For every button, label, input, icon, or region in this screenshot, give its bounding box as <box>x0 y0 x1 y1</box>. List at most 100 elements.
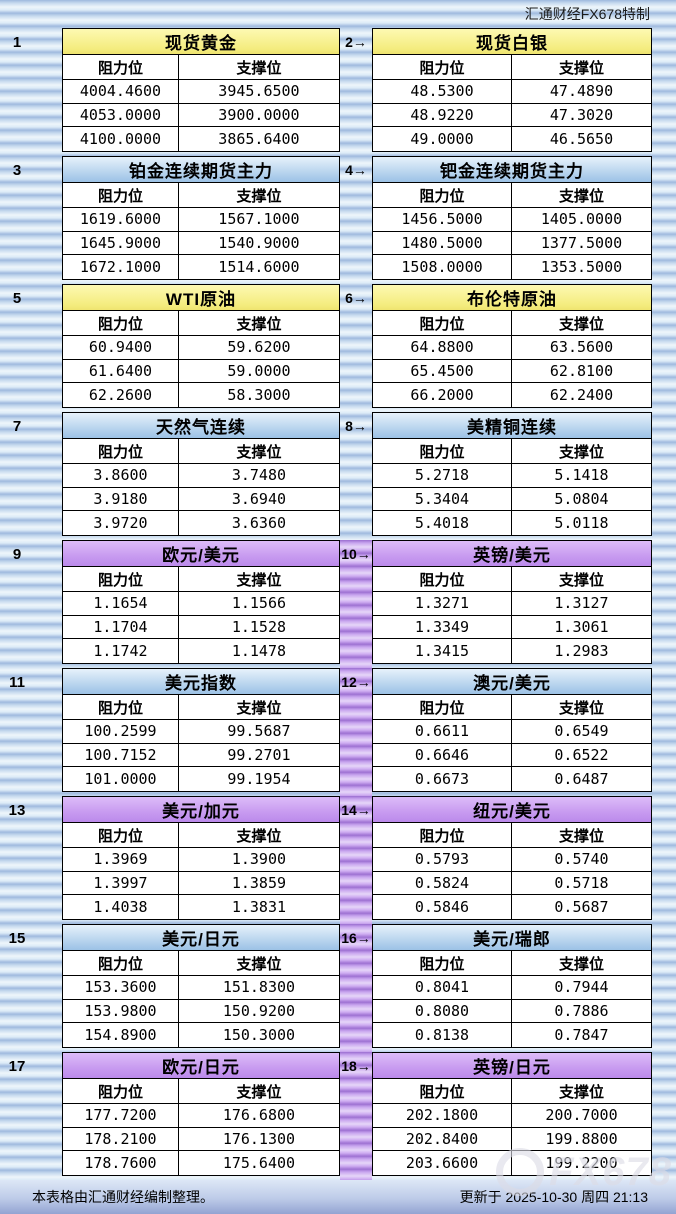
instrument-title: 欧元/美元 <box>63 541 339 567</box>
resistance-value: 0.8138 <box>373 1023 512 1047</box>
middle-strip: 10→ <box>340 540 372 668</box>
resistance-value: 49.0000 <box>373 127 512 151</box>
resistance-value: 5.4018 <box>373 511 512 535</box>
instrument-title: 英镑/日元 <box>373 1053 651 1079</box>
left-index-column: 9 <box>0 540 62 668</box>
resistance-value: 0.5824 <box>373 871 512 896</box>
resistance-column-header: 阻力位 <box>63 1079 179 1104</box>
resistance-column-header: 阻力位 <box>63 311 179 336</box>
resistance-column-header: 阻力位 <box>63 695 179 720</box>
column-header-row: 阻力位 支撑位 <box>63 951 339 976</box>
support-column-header: 支撑位 <box>512 951 651 976</box>
block-number: 5 <box>12 290 22 307</box>
support-value: 99.5687 <box>178 720 339 744</box>
resistance-value: 61.6400 <box>63 359 179 384</box>
resistance-column-header: 阻力位 <box>373 311 512 336</box>
right-margin <box>652 668 676 796</box>
table-row: 0.8041 0.7944 <box>373 976 651 1000</box>
resistance-value: 1672.1000 <box>63 255 179 279</box>
support-column-header: 支撑位 <box>178 823 339 848</box>
instrument-title: 现货白银 <box>373 29 651 55</box>
resistance-value: 5.3404 <box>373 487 512 512</box>
band: 7 天然气连续 阻力位 支撑位 3.8600 3.7480 3.9180 3.6… <box>0 412 676 540</box>
instrument-block: 现货白银 阻力位 支撑位 48.5300 47.4890 48.9220 47.… <box>372 28 652 152</box>
table-row: 48.9220 47.3020 <box>373 103 651 128</box>
table-row: 5.3404 5.0804 <box>373 487 651 512</box>
right-margin <box>652 924 676 1052</box>
support-value: 3945.6500 <box>178 80 339 104</box>
instrument-title: 美元/瑞郎 <box>373 925 651 951</box>
support-value: 175.6400 <box>178 1151 339 1175</box>
support-column-header: 支撑位 <box>512 183 651 208</box>
support-column-header: 支撑位 <box>178 951 339 976</box>
support-value: 1514.6000 <box>178 255 339 279</box>
support-value: 0.5740 <box>512 848 651 872</box>
table-row: 1480.5000 1377.5000 <box>373 231 651 256</box>
instrument-block: 美元/瑞郎 阻力位 支撑位 0.8041 0.7944 0.8080 0.788… <box>372 924 652 1048</box>
instrument-block: 美元/加元 阻力位 支撑位 1.3969 1.3900 1.3997 1.385… <box>62 796 340 920</box>
instrument-block: 美元指数 阻力位 支撑位 100.2599 99.5687 100.7152 9… <box>62 668 340 792</box>
support-value: 59.0000 <box>178 359 339 384</box>
instrument-title: 天然气连续 <box>63 413 339 439</box>
support-column-header: 支撑位 <box>512 55 651 80</box>
table-row: 3.9720 3.6360 <box>63 511 339 535</box>
support-value: 0.5687 <box>512 895 651 919</box>
right-margin <box>652 412 676 540</box>
support-value: 1.1478 <box>178 639 339 663</box>
support-column-header: 支撑位 <box>178 311 339 336</box>
right-margin <box>652 540 676 668</box>
support-column-header: 支撑位 <box>512 311 651 336</box>
table-row: 0.5824 0.5718 <box>373 871 651 896</box>
middle-strip: 4→ <box>340 156 372 284</box>
resistance-value: 1.1742 <box>63 639 179 663</box>
right-margin <box>652 796 676 924</box>
resistance-value: 1645.9000 <box>63 231 179 256</box>
table-row: 5.2718 5.1418 <box>373 464 651 488</box>
column-header-row: 阻力位 支撑位 <box>373 567 651 592</box>
support-value: 1405.0000 <box>512 208 651 232</box>
resistance-column-header: 阻力位 <box>373 567 512 592</box>
resistance-value: 1.3349 <box>373 615 512 640</box>
block-number: 7 <box>12 418 22 435</box>
table-row: 0.8138 0.7847 <box>373 1023 651 1047</box>
middle-strip: 6→ <box>340 284 372 412</box>
support-value: 5.0804 <box>512 487 651 512</box>
table-row: 202.1800 200.7000 <box>373 1104 651 1128</box>
resistance-value: 101.0000 <box>63 767 179 791</box>
resistance-value: 1.3271 <box>373 592 512 616</box>
instrument-block: 钯金连续期货主力 阻力位 支撑位 1456.5000 1405.0000 148… <box>372 156 652 280</box>
support-value: 59.6200 <box>178 336 339 360</box>
support-value: 3865.6400 <box>178 127 339 151</box>
table-row: 64.8800 63.5600 <box>373 336 651 360</box>
block-number: 11 <box>9 674 25 691</box>
table-row: 154.8900 150.3000 <box>63 1023 339 1047</box>
resistance-value: 66.2000 <box>373 383 512 407</box>
resistance-value: 0.6611 <box>373 720 512 744</box>
resistance-column-header: 阻力位 <box>63 951 179 976</box>
band: 9 欧元/美元 阻力位 支撑位 1.1654 1.1566 1.1704 1.1… <box>0 540 676 668</box>
right-margin <box>652 28 676 156</box>
table-row: 0.8080 0.7886 <box>373 999 651 1024</box>
block-number-arrow: 18→ <box>341 1058 371 1074</box>
resistance-value: 153.9800 <box>63 999 179 1024</box>
column-header-row: 阻力位 支撑位 <box>373 1079 651 1104</box>
resistance-value: 64.8800 <box>373 336 512 360</box>
table-row: 4004.4600 3945.6500 <box>63 80 339 104</box>
resistance-value: 1.1654 <box>63 592 179 616</box>
support-value: 0.6549 <box>512 720 651 744</box>
table-row: 4100.0000 3865.6400 <box>63 127 339 151</box>
support-value: 62.2400 <box>512 383 651 407</box>
middle-strip: 18→ <box>340 1052 372 1180</box>
block-number: 15 <box>8 930 26 947</box>
column-header-row: 阻力位 支撑位 <box>373 823 651 848</box>
table-row: 3.9180 3.6940 <box>63 487 339 512</box>
support-value: 47.3020 <box>512 103 651 128</box>
resistance-column-header: 阻力位 <box>63 567 179 592</box>
support-column-header: 支撑位 <box>178 439 339 464</box>
table-row: 1.1654 1.1566 <box>63 592 339 616</box>
block-number: 9 <box>12 546 22 563</box>
resistance-value: 1456.5000 <box>373 208 512 232</box>
column-header-row: 阻力位 支撑位 <box>373 183 651 208</box>
instrument-block: 英镑/美元 阻力位 支撑位 1.3271 1.3127 1.3349 1.306… <box>372 540 652 664</box>
middle-strip: 16→ <box>340 924 372 1052</box>
